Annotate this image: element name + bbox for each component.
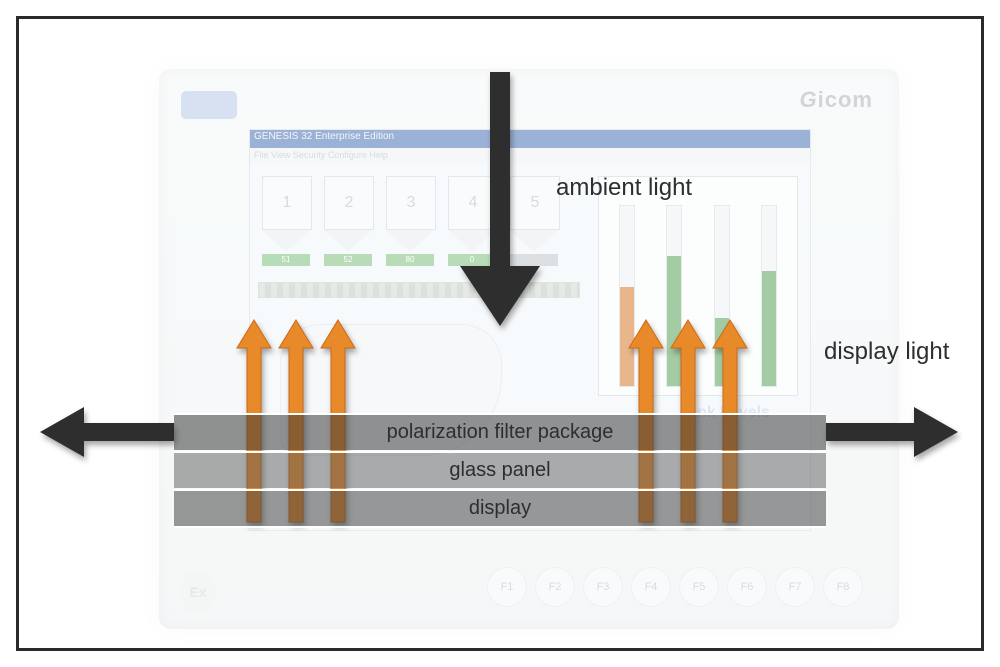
hopper-funnel <box>386 230 434 252</box>
window-menubar: File View Security Configure Help <box>250 148 810 164</box>
outer-frame: Gicom Ex GENESIS 32 Enterprise Edition F… <box>16 16 984 651</box>
bar-track <box>619 205 635 387</box>
function-key: F8 <box>823 567 863 607</box>
hopper-tag: 51 <box>262 254 310 266</box>
function-key: F2 <box>535 567 575 607</box>
hopper-funnel <box>324 230 372 252</box>
hopper-body: 2 <box>324 176 374 230</box>
hmi-screen: GENESIS 32 Enterprise Edition File View … <box>249 129 811 531</box>
function-key: F4 <box>631 567 671 607</box>
hmi-device: Gicom Ex GENESIS 32 Enterprise Edition F… <box>159 69 899 629</box>
hopper-body: 4 <box>448 176 498 230</box>
bar-group <box>598 176 798 396</box>
function-key: F5 <box>679 567 719 607</box>
hopper-row: 1 51 2 52 3 80 4 0 5 <box>262 176 558 266</box>
hopper-body: 3 <box>386 176 436 230</box>
bar-fill <box>715 318 729 386</box>
level-bar <box>754 185 784 387</box>
hopper-funnel <box>448 230 496 252</box>
tank-label: Tank Levels <box>680 404 770 422</box>
conveyor <box>258 282 580 298</box>
hopper-funnel <box>262 230 310 252</box>
level-bar <box>659 185 689 387</box>
hopper: 4 0 <box>448 176 496 266</box>
ex-badge: Ex <box>177 571 219 613</box>
window-titlebar: GENESIS 32 Enterprise Edition <box>250 130 810 148</box>
hopper: 1 51 <box>262 176 310 266</box>
hopper: 3 80 <box>386 176 434 266</box>
level-bar <box>707 185 737 387</box>
mixer <box>280 324 502 456</box>
bar-track <box>761 205 777 387</box>
hopper-body: 1 <box>262 176 312 230</box>
hmi-content: 1 51 2 52 3 80 4 0 5 <box>250 164 810 530</box>
function-key: F1 <box>487 567 527 607</box>
function-key-row: F1F2F3F4F5F6F7F8 <box>487 567 863 607</box>
function-key: F6 <box>727 567 767 607</box>
bar-track <box>714 205 730 387</box>
brand-text: Gicom <box>800 87 873 113</box>
hopper-tag: 80 <box>386 254 434 266</box>
hopper-funnel <box>510 230 558 252</box>
bar-fill <box>667 256 681 386</box>
bar-track <box>666 205 682 387</box>
hopper-tag: 0 <box>448 254 496 266</box>
hopper: 2 52 <box>324 176 372 266</box>
brand-badge <box>181 91 237 119</box>
function-key: F7 <box>775 567 815 607</box>
hopper-tag: 52 <box>324 254 372 266</box>
hopper: 5 <box>510 176 558 266</box>
bar-fill <box>762 271 776 386</box>
hopper-tag <box>510 254 558 266</box>
level-bar <box>612 185 642 387</box>
function-key: F3 <box>583 567 623 607</box>
hopper-body: 5 <box>510 176 560 230</box>
bar-fill <box>620 287 634 386</box>
